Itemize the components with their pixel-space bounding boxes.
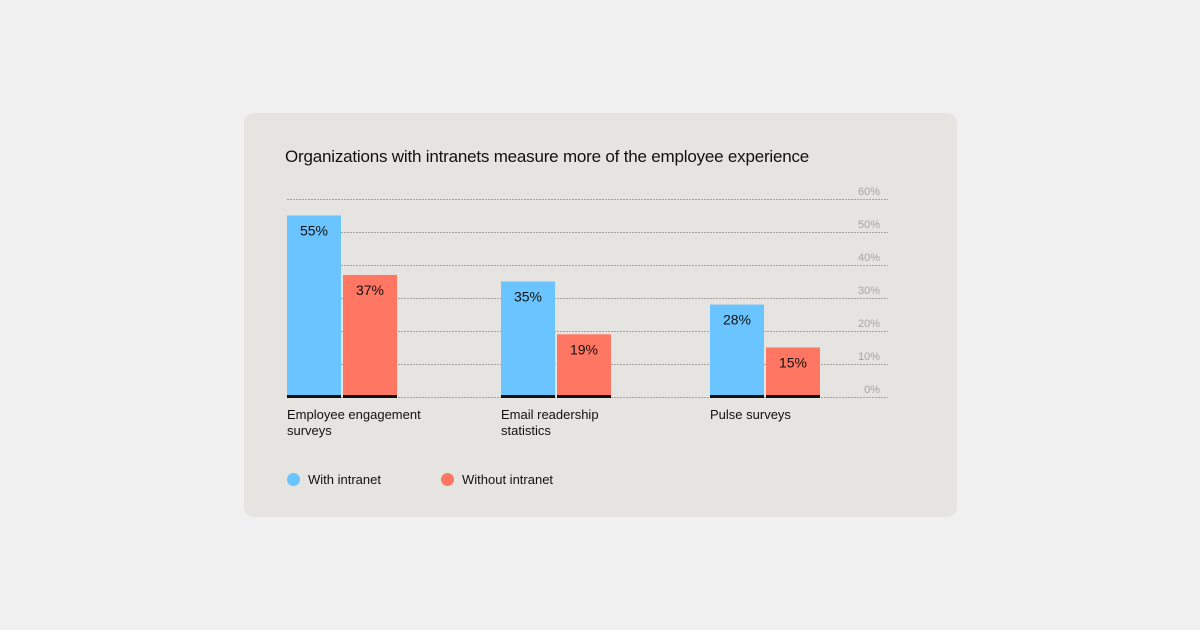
bar-baseline [287,395,341,398]
bar-value-label: 19% [570,341,598,357]
bar-baseline [766,395,820,398]
bar-value-label: 28% [723,312,751,328]
bar-baseline [557,395,611,398]
y-tick-label: 30% [858,285,880,297]
y-tick-label: 50% [858,219,880,231]
y-tick-label: 0% [864,384,880,396]
category-label: Pulse surveys [710,407,791,422]
bar [287,215,341,397]
bar-baseline [501,395,555,398]
bar-baseline [343,395,397,398]
bar-value-label: 15% [779,355,807,371]
legend-swatch [441,473,454,486]
chart-title: Organizations with intranets measure mor… [285,147,810,166]
bar-value-label: 35% [514,289,542,305]
bar-value-label: 37% [356,282,384,298]
bar [766,347,820,397]
bar [710,304,764,397]
legend-item-with-intranet: With intranet [287,472,381,487]
bar [343,274,397,397]
legend-label: Without intranet [462,472,554,487]
y-tick-label: 40% [858,252,880,264]
y-tick-label: 10% [858,351,880,363]
legend-item-without-intranet: Without intranet [441,472,553,487]
legend-swatch [287,473,300,486]
bar [557,334,611,397]
category-label: Email readership statistics [501,407,599,438]
legend-label: With intranet [308,472,381,487]
y-tick-label: 60% [858,186,880,198]
y-tick-label: 20% [858,318,880,330]
bar [501,281,555,397]
bar-baseline [710,395,764,398]
category-label: Employee engagement surveys [287,407,421,438]
bar-value-label: 55% [300,223,328,239]
